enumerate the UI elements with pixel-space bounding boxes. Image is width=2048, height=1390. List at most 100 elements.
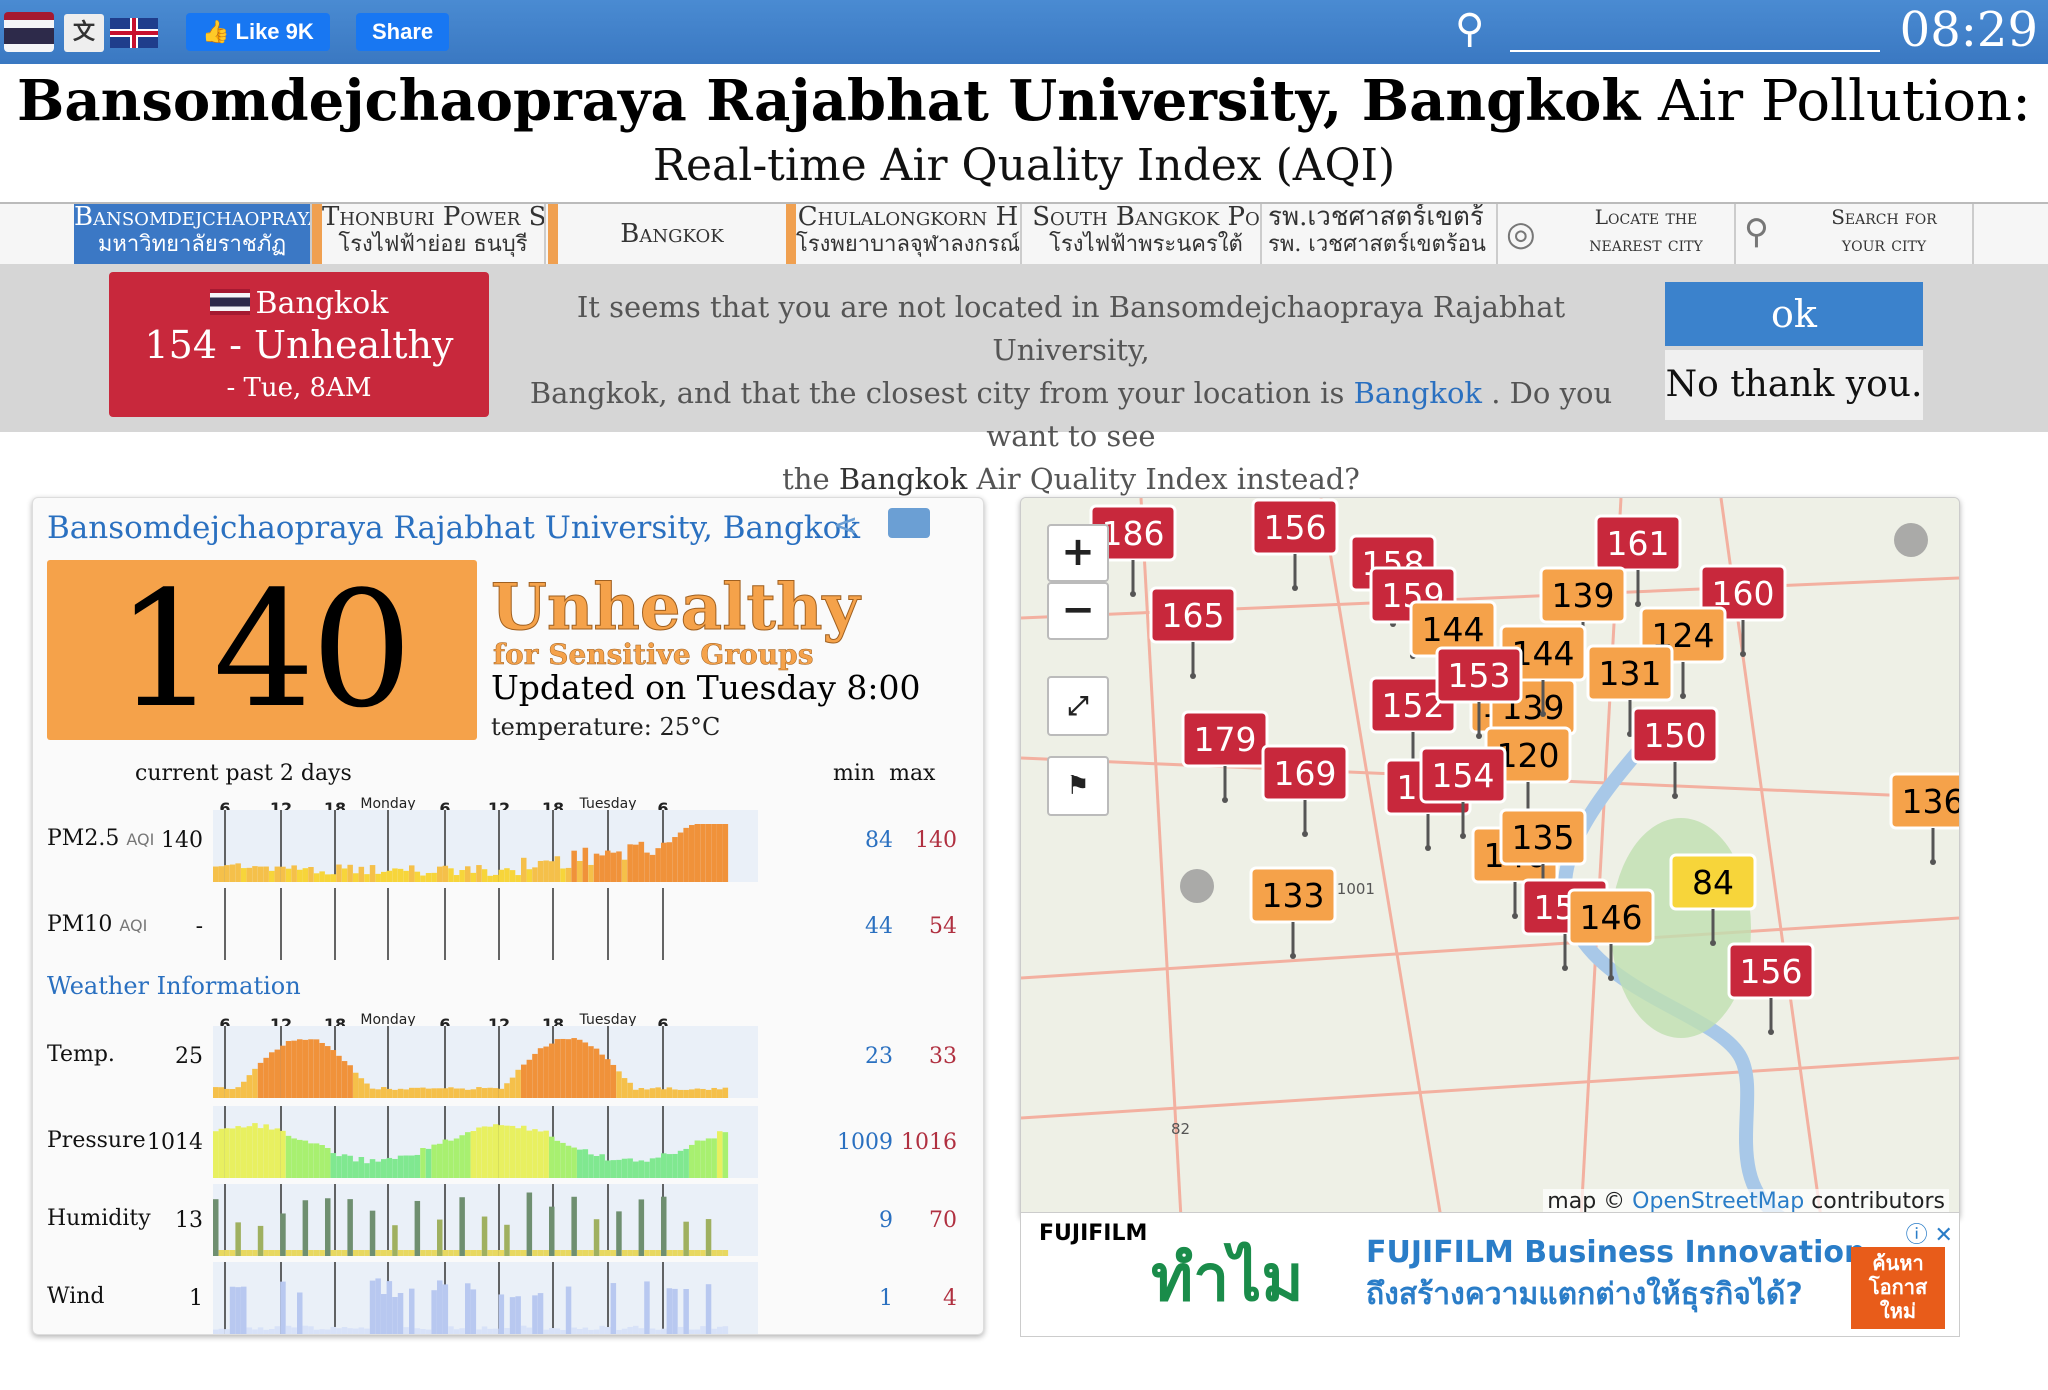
chart-bar <box>481 1088 488 1098</box>
chart-bar <box>291 1250 297 1256</box>
chart-bar <box>683 1089 689 1098</box>
chart-bar <box>229 1250 236 1256</box>
aqi-marker-label: 133 <box>1262 876 1325 915</box>
chart-bar <box>386 1281 393 1334</box>
zoom-in-button[interactable]: + <box>1047 524 1109 582</box>
map-layers-icon[interactable]: ⚑ <box>1047 756 1109 816</box>
advertisement[interactable]: FUJIFILM ทำไม FUJIFILM Business Innovati… <box>1020 1212 1960 1337</box>
no-thank-you-button[interactable]: No thank you. <box>1665 350 1923 420</box>
chart-bar <box>297 1250 303 1256</box>
aqi-marker[interactable]: 153 <box>1435 646 1523 739</box>
bangkok-link[interactable]: Bangkok <box>1353 376 1483 410</box>
search-icon[interactable]: ⚲ <box>1455 6 1485 52</box>
share-icon[interactable]: < <box>833 508 859 543</box>
chart-bar <box>213 1329 219 1334</box>
nav-item-south-bangkok[interactable]: South Bangkok Po โรงไฟฟ้าพระนครใต้ <box>1032 204 1262 264</box>
wind-chart[interactable] <box>213 1262 853 1334</box>
search-input[interactable] <box>1510 18 1880 52</box>
aqi-marker[interactable]: 84 <box>1669 853 1757 946</box>
ad-cta-button[interactable]: ค้นหาโอกาสใหม่ <box>1851 1247 1945 1329</box>
aqi-marker[interactable]: 136 <box>1889 772 1959 865</box>
ad-headline: ทำไม <box>1151 1242 1304 1316</box>
share-button[interactable]: Share <box>356 13 450 51</box>
chart-bar <box>319 871 325 882</box>
chart-bar <box>431 1088 437 1098</box>
translate-icon[interactable]: 文 <box>64 14 104 52</box>
chart-bar <box>285 868 292 882</box>
nav-item-chulalongkorn[interactable]: Chulalongkorn H โรงพยาบาลจุฬาลงกรณ์ <box>796 204 1022 264</box>
aqi-marker[interactable]: 154 <box>1419 746 1507 839</box>
osm-link[interactable]: OpenStreetMap <box>1632 1189 1805 1214</box>
aqi-marker[interactable]: 133 <box>1249 866 1337 959</box>
aqi-map[interactable]: nn.1001 82 186 156 158 161 165 159 139 160 144 124 1… <box>1020 497 1960 1219</box>
search-icon: ⚲ <box>1744 212 1769 252</box>
screen-icon[interactable] <box>888 508 930 538</box>
chart-bar <box>297 1292 303 1334</box>
chart-bar <box>353 1328 359 1334</box>
locate-nearest-button[interactable]: ◎ Locate the nearest city <box>1498 204 1736 264</box>
map-road <box>1021 916 1959 980</box>
aqi-marker[interactable]: 152 <box>1369 676 1457 769</box>
aqi-marker[interactable]: 156 <box>1727 942 1815 1035</box>
aqi-marker[interactable]: 160 <box>1699 564 1787 657</box>
chart-bar <box>532 867 538 882</box>
ok-button[interactable]: ok <box>1665 282 1923 346</box>
chart-bar <box>644 1281 650 1334</box>
chart-bar <box>582 1327 589 1334</box>
aqi-marker[interactable]: 120 <box>1484 726 1572 819</box>
pressure-chart[interactable] <box>213 1106 853 1178</box>
aqi-marker[interactable]: 144 <box>1409 600 1497 693</box>
chart-bar <box>470 1289 477 1334</box>
chart-bar <box>677 1326 684 1334</box>
chart-bar <box>504 1224 510 1256</box>
chart-bar <box>459 870 465 882</box>
aqi-marker[interactable]: 169 <box>1261 744 1349 837</box>
aqi-marker[interactable]: 146 <box>1567 888 1655 981</box>
aqi-marker[interactable]: 135 <box>1499 808 1587 901</box>
ad-close-icon[interactable]: ⓘ ✕ <box>1905 1223 1953 1248</box>
chart-bar <box>347 1155 353 1178</box>
chart-bar <box>375 1250 381 1256</box>
aqi-marker[interactable]: 161 <box>1594 514 1682 607</box>
thailand-flag-icon[interactable] <box>4 12 54 52</box>
chart-bar <box>711 1138 717 1178</box>
chart-bar <box>717 1131 723 1178</box>
pm25-chart[interactable] <box>213 810 853 882</box>
pm10-chart[interactable] <box>213 888 853 960</box>
temp-chart[interactable] <box>213 1026 853 1098</box>
chart-bar <box>705 1138 712 1178</box>
chart-bar <box>358 866 365 882</box>
aqi-marker[interactable]: 139 <box>1539 566 1627 659</box>
chart-bar <box>414 1328 421 1334</box>
nav-item-tropical-hospital[interactable]: รพ.เวชศาสตร์เขตร้ รพ. เวชศาสตร์เขตร้อน <box>1268 204 1498 264</box>
nav-item-bangkok[interactable]: Bangkok <box>558 204 788 264</box>
zoom-out-button[interactable]: − <box>1047 582 1109 640</box>
chart-bar <box>274 1049 281 1098</box>
row-min-pm25: 84 <box>865 828 893 853</box>
chart-bar <box>649 1250 656 1256</box>
fullscreen-icon[interactable]: ⤢ <box>1047 676 1109 736</box>
chart-bar <box>627 844 633 882</box>
chart-bar <box>521 1250 527 1256</box>
aqi-marker[interactable]: 156 <box>1251 498 1339 591</box>
nearest-city-card[interactable]: Bangkok 154 - Unhealthy - Tue, 8AM <box>109 272 489 417</box>
chart-bar <box>448 1140 454 1178</box>
like-button[interactable]: 👍 Like 9K <box>186 13 330 51</box>
chart-bar <box>246 1250 253 1256</box>
chart-bar <box>375 1089 381 1098</box>
chart-bar <box>280 1130 286 1178</box>
aqi-marker[interactable]: 186 <box>1089 504 1177 597</box>
humidity-chart[interactable] <box>213 1184 853 1256</box>
search-city-button[interactable]: ⚲ Search for your city <box>1736 204 1974 264</box>
aqi-marker[interactable]: 150 <box>1631 706 1719 799</box>
aqi-marker[interactable]: 131 <box>1586 644 1674 737</box>
chart-bar <box>705 1219 712 1256</box>
aqi-marker[interactable]: 165 <box>1149 586 1237 679</box>
chart-bar <box>526 1327 533 1334</box>
chart-bar <box>459 1088 465 1098</box>
nav-item-thonburi[interactable]: Thonburi Power S โรงไฟฟ้าย่อย ธนบุรี <box>322 204 546 264</box>
uk-flag-icon[interactable] <box>110 18 158 48</box>
nav-item-bansomdejchaopraya[interactable]: Bansomdejchaopraya มหาวิทยาลัยราชภัฏ <box>74 204 312 264</box>
aqi-marker[interactable]: 179 <box>1181 710 1269 803</box>
